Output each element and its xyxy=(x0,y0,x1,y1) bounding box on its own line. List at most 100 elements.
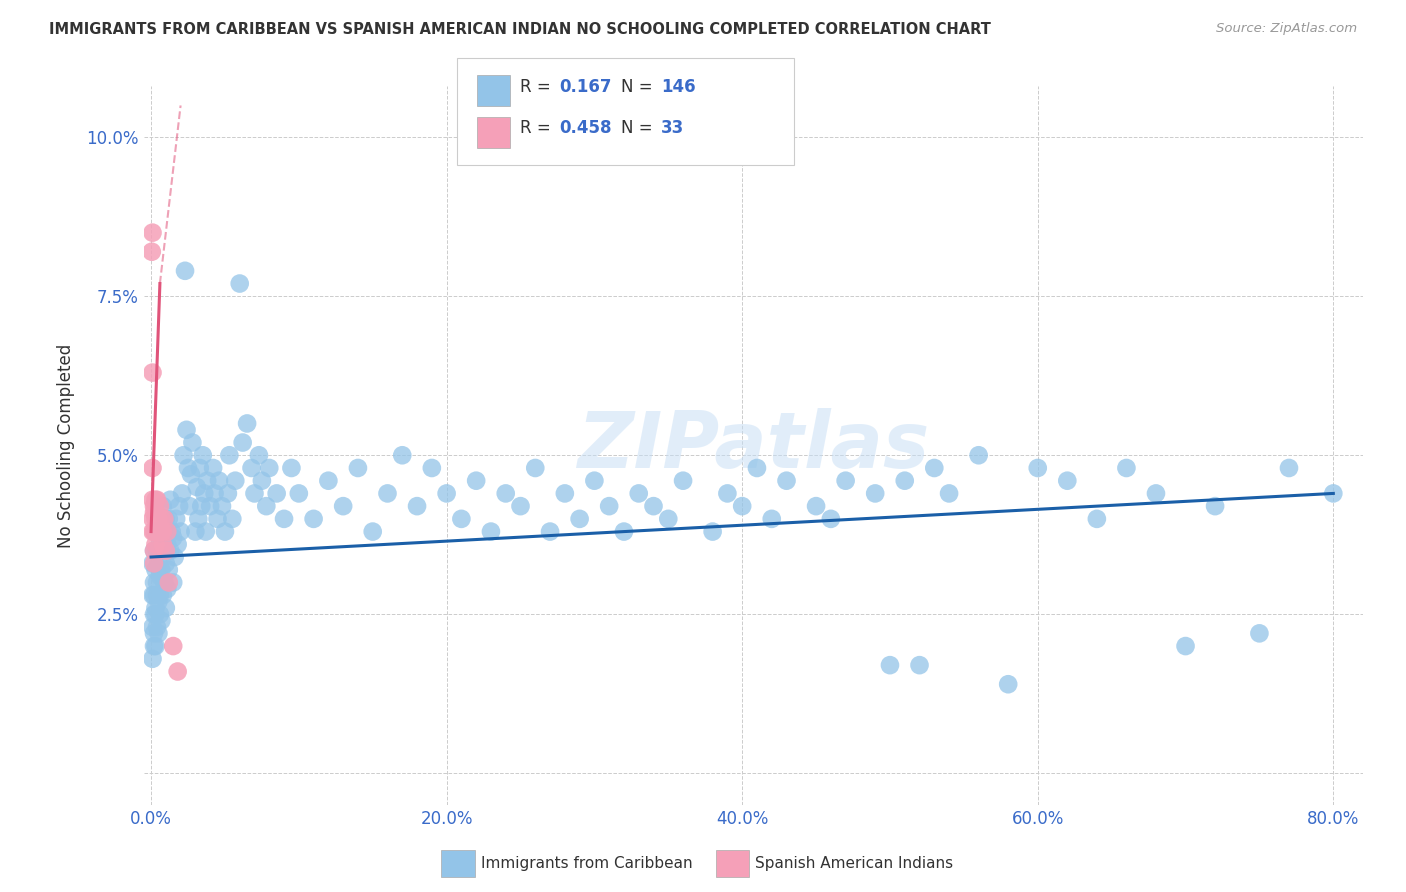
Point xyxy=(149,588,172,602)
Point xyxy=(162,531,184,545)
Point xyxy=(716,486,738,500)
Point xyxy=(149,569,172,583)
Point xyxy=(391,448,413,462)
Point xyxy=(198,499,221,513)
Point xyxy=(156,524,179,539)
Point xyxy=(157,512,180,526)
Text: 146: 146 xyxy=(661,78,696,95)
Text: IMMIGRANTS FROM CARIBBEAN VS SPANISH AMERICAN INDIAN NO SCHOOLING COMPLETED CORR: IMMIGRANTS FROM CARIBBEAN VS SPANISH AME… xyxy=(49,22,991,37)
Point xyxy=(146,524,169,539)
Point xyxy=(143,524,166,539)
Point xyxy=(177,461,200,475)
Point xyxy=(1278,461,1301,475)
Point xyxy=(153,524,176,539)
Text: R =: R = xyxy=(520,78,557,95)
Point xyxy=(509,499,531,513)
Point xyxy=(149,607,172,622)
Point xyxy=(141,652,163,666)
Point xyxy=(997,677,1019,691)
Point xyxy=(479,524,502,539)
Point xyxy=(148,524,170,539)
Point xyxy=(146,588,169,602)
Point xyxy=(179,499,201,513)
Point xyxy=(180,467,202,482)
Point xyxy=(318,474,340,488)
Point xyxy=(1056,474,1078,488)
Point xyxy=(863,486,886,500)
Text: N =: N = xyxy=(621,120,658,137)
Point xyxy=(152,499,174,513)
Point xyxy=(143,575,166,590)
Point xyxy=(157,575,180,590)
Point xyxy=(214,524,236,539)
Point xyxy=(190,499,212,513)
Text: Source: ZipAtlas.com: Source: ZipAtlas.com xyxy=(1216,22,1357,36)
Point xyxy=(141,492,163,507)
Point xyxy=(150,524,173,539)
Point xyxy=(148,626,170,640)
Point xyxy=(240,461,263,475)
Point xyxy=(141,524,163,539)
Point xyxy=(153,512,176,526)
Text: ZIPatlas: ZIPatlas xyxy=(576,408,929,483)
Point xyxy=(143,557,166,571)
Point xyxy=(280,461,302,475)
Point xyxy=(149,537,172,551)
Point xyxy=(266,486,288,500)
Point xyxy=(155,512,177,526)
Point xyxy=(908,658,931,673)
Point xyxy=(150,512,173,526)
Point xyxy=(1085,512,1108,526)
Point xyxy=(143,639,166,653)
Point xyxy=(155,601,177,615)
Point xyxy=(193,486,215,500)
Point xyxy=(643,499,665,513)
Point xyxy=(166,665,188,679)
Point xyxy=(745,461,768,475)
Point xyxy=(145,492,167,507)
Point xyxy=(731,499,754,513)
Point xyxy=(145,524,167,539)
Point xyxy=(332,499,354,513)
Point xyxy=(217,486,239,500)
Point xyxy=(1026,461,1049,475)
Point xyxy=(141,512,163,526)
Point xyxy=(247,448,270,462)
Point xyxy=(150,614,173,628)
Point xyxy=(184,524,207,539)
Point xyxy=(166,537,188,551)
Point xyxy=(188,461,211,475)
Point xyxy=(554,486,576,500)
Point xyxy=(146,506,169,520)
Point xyxy=(148,524,170,539)
Point xyxy=(146,620,169,634)
Point xyxy=(149,499,172,513)
Point xyxy=(167,499,190,513)
Point xyxy=(804,499,827,513)
Point xyxy=(150,524,173,539)
Text: Spanish American Indians: Spanish American Indians xyxy=(755,856,953,871)
Point xyxy=(145,639,167,653)
Point xyxy=(160,524,183,539)
Text: 0.167: 0.167 xyxy=(560,78,612,95)
Point xyxy=(141,588,163,602)
Point xyxy=(143,543,166,558)
Point xyxy=(1144,486,1167,500)
Point xyxy=(143,506,166,520)
Text: N =: N = xyxy=(621,78,658,95)
Point xyxy=(163,549,186,564)
Point xyxy=(524,461,547,475)
Point xyxy=(141,620,163,634)
Point xyxy=(156,582,179,596)
Point xyxy=(598,499,620,513)
Point xyxy=(141,226,163,240)
Point xyxy=(967,448,990,462)
Point xyxy=(145,601,167,615)
Text: Immigrants from Caribbean: Immigrants from Caribbean xyxy=(481,856,693,871)
Point xyxy=(152,543,174,558)
Point xyxy=(181,435,204,450)
Point xyxy=(288,486,311,500)
Point xyxy=(146,575,169,590)
Y-axis label: No Schooling Completed: No Schooling Completed xyxy=(58,343,75,548)
Point xyxy=(207,512,229,526)
